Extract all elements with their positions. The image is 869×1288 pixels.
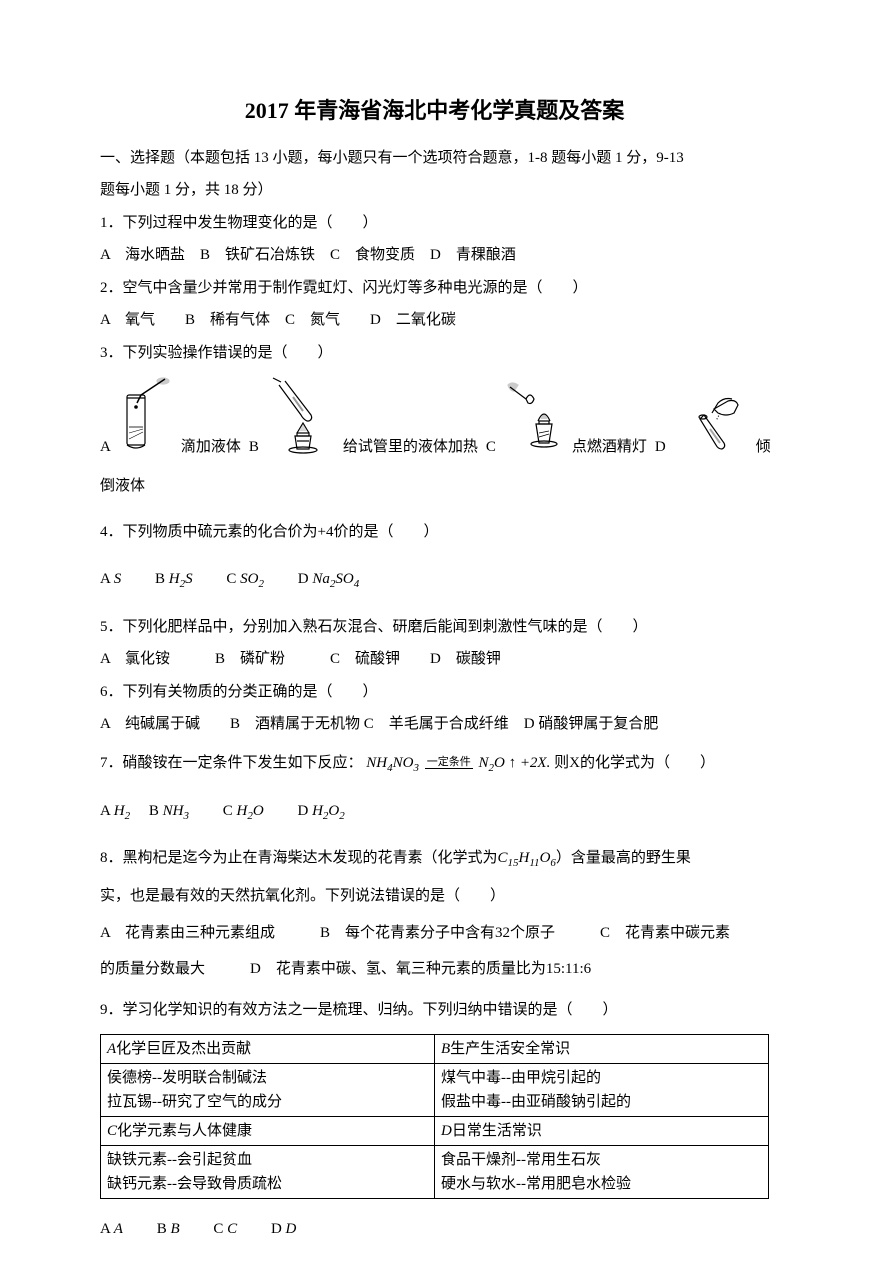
q9-A-label: A	[100, 1221, 110, 1237]
table-row: 侯德榜--发明联合制碱法 拉瓦锡--研究了空气的成分 煤气中毒--由甲烷引起的 …	[101, 1064, 769, 1117]
q9-cell-C-header: C化学元素与人体健康	[101, 1117, 435, 1146]
q3-A-label: A	[100, 433, 111, 466]
section-intro-line2: 题每小题 1 分，共 18 分）	[100, 176, 769, 205]
q9-C-val: C	[227, 1221, 237, 1237]
q8-line1-post: ）含量最高的野生果	[556, 850, 691, 866]
q7-A-formula: H2	[114, 803, 130, 819]
q3-A-caption: 滴加液体	[181, 433, 241, 466]
q3-options-row: A 滴加液体 B	[100, 377, 769, 466]
q6-stem: 6．下列有关物质的分类正确的是（ ）	[100, 678, 769, 707]
q6-options: A 纯碱属于碱 B 酒精属于无机物 C 羊毛属于合成纤维 D 硝酸钾属于复合肥	[100, 710, 769, 739]
q3-stem: 3．下列实验操作错误的是（ ）	[100, 339, 769, 368]
q9-table: A化学巨匠及杰出贡献 B生产生活安全常识 侯德榜--发明联合制碱法 拉瓦锡--研…	[100, 1034, 769, 1199]
pour-liquid-icon	[674, 395, 748, 466]
q9-cell-A-header: A化学巨匠及杰出贡献	[101, 1035, 435, 1064]
q8-formula: C15H11O6	[498, 850, 556, 866]
dropper-bottle-icon	[119, 377, 173, 466]
q7-reactant: NH4NO3	[366, 755, 419, 771]
q1-stem: 1．下列过程中发生物理变化的是（ ）	[100, 209, 769, 238]
gas-arrow-icon: ↑	[509, 755, 517, 771]
q2-stem: 2．空气中含量少并常用于制作霓虹灯、闪光灯等多种电光源的是（ ）	[100, 274, 769, 303]
table-row: A化学巨匠及杰出贡献 B生产生活安全常识	[101, 1035, 769, 1064]
page-title: 2017 年青海省海北中考化学真题及答案	[100, 90, 769, 132]
q3-B-label: B	[249, 433, 259, 466]
light-lamp-icon	[504, 377, 564, 466]
table-row: C化学元素与人体健康 D日常生活常识	[101, 1117, 769, 1146]
q9-C-label: C	[213, 1221, 223, 1237]
q4-A-label: A	[100, 571, 110, 587]
q3-line2: 倒液体	[100, 472, 769, 501]
q4-B-formula: H2S	[169, 571, 193, 587]
table-row: 缺铁元素--会引起贫血 缺钙元素--会导致骨质疏松 食品干燥剂--常用生石灰 硬…	[101, 1146, 769, 1199]
q2-options: A 氧气 B 稀有气体 C 氮气 D 二氧化碳	[100, 306, 769, 335]
q7-A-label: A	[100, 803, 110, 819]
q7-D-formula: H2O2	[312, 803, 345, 819]
q3-D-caption: 倾	[756, 433, 771, 466]
q7-options: A H2 B NH3 C H2O D H2O2	[100, 797, 769, 827]
q8-line4: 的质量分数最大 D 花青素中碳、氢、氧三种元素的质量比为15:11:6	[100, 955, 769, 984]
q3-B-caption: 给试管里的液体加热	[343, 433, 478, 466]
reaction-arrow-icon: 一定条件	[425, 757, 473, 769]
q8-line1: 8．黑枸杞是迄今为止在青海柴达木发现的花青素（化学式为C15H11O6）含量最高…	[100, 844, 769, 874]
q7-stem-post: 则X的化学式为（ ）	[554, 755, 715, 771]
q8-line3: A 花青素由三种元素组成 B 每个花青素分子中含有32个原子 C 花青素中碳元素	[100, 919, 769, 948]
q4-C-label: C	[226, 571, 236, 587]
q5-stem: 5．下列化肥样品中，分别加入熟石灰混合、研磨后能闻到刺激性气味的是（ ）	[100, 613, 769, 642]
q9-D-val: D	[286, 1221, 297, 1237]
q8-line2: 实，也是最有效的天然抗氧化剂。下列说法错误的是（ ）	[100, 882, 769, 911]
q7-D-label: D	[297, 803, 308, 819]
q4-stem: 4．下列物质中硫元素的化合价为+4价的是（ ）	[100, 518, 769, 547]
q7-plus2x: +2X.	[520, 755, 551, 771]
q5-options: A 氯化铵 B 磷矿粉 C 硫酸钾 D 碳酸钾	[100, 645, 769, 674]
q9-options: A A B B C C D D	[100, 1215, 769, 1244]
q3-C-caption: 点燃酒精灯	[572, 433, 647, 466]
q8-line1-pre: 8．黑枸杞是迄今为止在青海柴达木发现的花青素（化学式为	[100, 850, 498, 866]
q7-product: N2O	[478, 755, 504, 771]
q9-cell-C-body: 缺铁元素--会引起贫血 缺钙元素--会导致骨质疏松	[101, 1146, 435, 1199]
q4-B-label: B	[155, 571, 165, 587]
q9-cell-B-body: 煤气中毒--由甲烷引起的 假盐中毒--由亚硝酸钠引起的	[435, 1064, 769, 1117]
q4-D-formula: Na2SO4	[312, 571, 359, 587]
q9-B-label: B	[157, 1221, 167, 1237]
q9-stem: 9．学习化学知识的有效方法之一是梳理、归纳。下列归纳中错误的是（ ）	[100, 996, 769, 1025]
q1-options: A 海水晒盐 B 铁矿石冶炼铁 C 食物变质 D 青稞酿酒	[100, 241, 769, 270]
q9-cell-A-body: 侯德榜--发明联合制碱法 拉瓦锡--研究了空气的成分	[101, 1064, 435, 1117]
section-intro-line1: 一、选择题（本题包括 13 小题，每小题只有一个选项符合题意，1-8 题每小题 …	[100, 144, 769, 173]
q7-C-formula: H2O	[237, 803, 264, 819]
q9-D-label: D	[271, 1221, 282, 1237]
q9-cell-B-header: B生产生活安全常识	[435, 1035, 769, 1064]
q3-C-label: C	[486, 433, 496, 466]
q7-B-formula: NH3	[163, 803, 189, 819]
heating-tube-icon	[267, 377, 335, 466]
q7-C-label: C	[223, 803, 233, 819]
q9-B-val: B	[170, 1221, 179, 1237]
q9-cell-D-body: 食品干燥剂--常用生石灰 硬水与软水--常用肥皂水检验	[435, 1146, 769, 1199]
q7-stem-pre: 7．硝酸铵在一定条件下发生如下反应：	[100, 755, 363, 771]
q4-options: A S B H2S C SO2 D Na2SO4	[100, 565, 769, 595]
q4-A-formula: S	[114, 571, 122, 587]
q7-B-label: B	[149, 803, 159, 819]
q4-C-formula: SO2	[240, 571, 264, 587]
q7-stem: 7．硝酸铵在一定条件下发生如下反应： NH4NO3 一定条件 N2O ↑ +2X…	[100, 749, 769, 779]
q9-A-val: A	[114, 1221, 123, 1237]
q9-cell-D-header: D日常生活常识	[435, 1117, 769, 1146]
q3-D-label: D	[655, 433, 666, 466]
q4-D-label: D	[298, 571, 309, 587]
